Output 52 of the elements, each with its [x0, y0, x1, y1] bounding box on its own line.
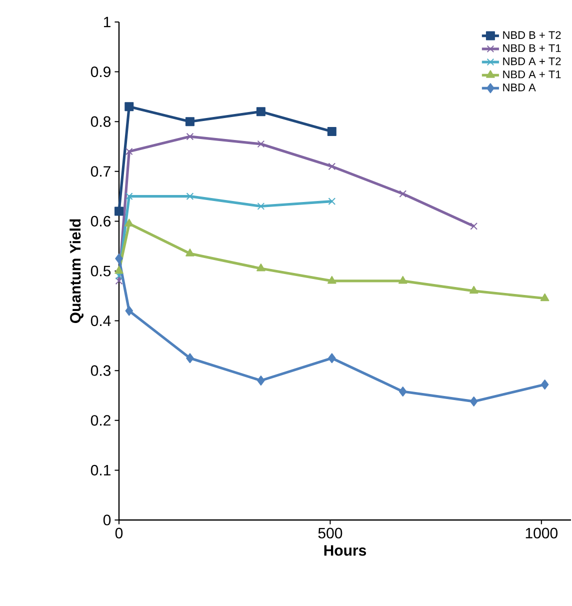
legend-label: NBD B + T1 — [503, 44, 561, 52]
point — [114, 206, 124, 216]
x-tick-label: 1000 — [526, 528, 558, 538]
y-tick-label: 0.5 — [90, 266, 111, 276]
y-tick-label: 0.1 — [90, 464, 110, 476]
point — [328, 353, 336, 364]
point — [186, 353, 194, 364]
point — [257, 376, 265, 386]
point — [114, 266, 124, 274]
point — [470, 396, 478, 406]
y-tick-label: 1 — [104, 16, 110, 28]
legend-label: NBD B + T2 — [503, 31, 561, 39]
point — [257, 202, 265, 210]
y-tick-label: 0.4 — [90, 315, 111, 326]
point — [125, 306, 134, 316]
y-tick-label: 0 — [103, 514, 111, 526]
x-tick-label: 500 — [318, 528, 342, 538]
point — [328, 198, 336, 205]
y-axis-title: Quantum Yield — [70, 219, 84, 324]
point — [469, 286, 478, 294]
y-tick-label: 0.9 — [90, 66, 110, 78]
point — [186, 132, 194, 140]
point — [328, 276, 336, 284]
legend-label: NBD A + T1 — [503, 70, 561, 78]
point — [398, 276, 408, 284]
point — [398, 386, 407, 397]
x-tick-label: 0 — [115, 528, 123, 538]
point — [125, 148, 133, 156]
legend-label: NBD A + T2 — [503, 57, 561, 66]
legend-label: NBD A — [503, 84, 536, 92]
point — [115, 277, 123, 285]
point — [186, 248, 194, 256]
point — [125, 192, 133, 200]
y-tick-label: 0.7 — [90, 166, 110, 177]
point — [540, 380, 549, 390]
point — [540, 293, 550, 302]
point — [186, 192, 194, 200]
y-tick-label: 0.2 — [90, 415, 110, 426]
point — [256, 264, 266, 272]
point — [256, 107, 266, 116]
point — [327, 127, 336, 136]
point — [328, 162, 336, 170]
point — [115, 254, 123, 264]
point — [185, 117, 194, 126]
point — [399, 190, 407, 198]
point — [470, 222, 478, 230]
point — [257, 140, 265, 148]
y-tick-label: 0.6 — [90, 216, 111, 227]
y-tick-label: 0.3 — [90, 365, 111, 376]
y-tick-label: 0.8 — [90, 116, 111, 127]
x-axis-title: Hours — [324, 545, 366, 556]
point — [124, 102, 134, 112]
